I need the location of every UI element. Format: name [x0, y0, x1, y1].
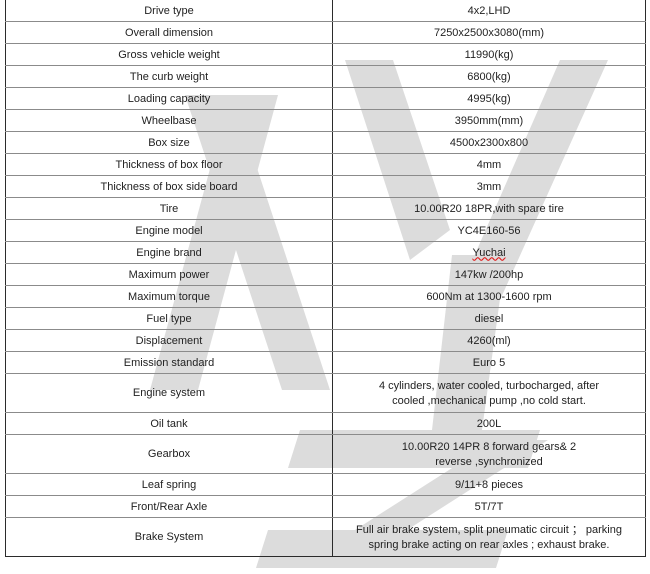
table-row: Wheelbase 3950mm(mm): [5, 109, 646, 132]
spec-value-cell: Full air brake system, split pneumatic c…: [332, 517, 646, 557]
spec-label-cell: Thickness of box side board: [5, 175, 333, 198]
spec-label-cell: Engine brand: [5, 241, 333, 264]
specification-table: Drive type 4x2,LHD Overall dimension 7250x2…: [5, 0, 646, 557]
spec-label-cell: Displacement: [5, 329, 333, 352]
table-row: The curb weight 6800(kg): [5, 65, 646, 88]
spec-value-cell: 4500x2300x800: [332, 131, 646, 154]
spec-value-cell: 4260(ml): [332, 329, 646, 352]
spec-value-cell: 4mm: [332, 153, 646, 176]
spec-label-cell: Loading capacity: [5, 87, 333, 110]
spec-value-cell: Yuchai: [332, 241, 646, 264]
table-row: Front/Rear Axle 5T/7T: [5, 495, 646, 518]
spec-value-text: 10.00R20 18PR,with spare tire: [414, 202, 564, 215]
spec-value-text: Euro 5: [472, 356, 506, 369]
spec-value-text: spring brake acting on rear axles ; exha…: [368, 538, 610, 551]
spec-value-cell: 4995(kg): [332, 87, 646, 110]
table-row: Engine system 4 cylinders, water cooled, …: [5, 373, 646, 413]
spec-value-cell: 3mm: [332, 175, 646, 198]
spec-value-cell: 4x2,LHD: [332, 0, 646, 22]
spec-value-text: 4500x2300x800: [449, 136, 529, 149]
table-row: Tire 10.00R20 18PR,with spare tire: [5, 197, 646, 220]
spec-value-text: 11990(kg): [464, 48, 514, 61]
spec-label-cell: Overall dimension: [5, 21, 333, 44]
table-row: Thickness of box side board 3mm: [5, 175, 646, 198]
spec-value-text: 600Nm at 1300-1600 rpm: [426, 290, 552, 303]
spec-value-text: 7250x2500x3080(mm): [433, 26, 545, 39]
spec-value-text: 4 cylinders, water cooled, turbocharged,…: [378, 379, 600, 392]
spec-value-text: diesel: [474, 312, 504, 325]
spec-value-text: 9/11+8 pieces: [455, 478, 523, 491]
spec-label-cell: Engine system: [5, 373, 333, 413]
spec-label-cell: Fuel type: [5, 307, 333, 330]
table-row: Maximum power 147kw /200hp: [5, 263, 646, 286]
spec-value-text: 10.00R20 14PR 8 forward gears& 2: [401, 440, 577, 453]
table-row: Fuel type diesel: [5, 307, 646, 330]
spec-value-text: 6800(kg): [467, 70, 511, 83]
spec-value-cell: 10.00R20 18PR,with spare tire: [332, 197, 646, 220]
spec-label-cell: Tire: [5, 197, 333, 220]
table-row: Leaf spring 9/11+8 pieces: [5, 473, 646, 496]
spec-value-cell: YC4E160-56: [332, 219, 646, 242]
spec-label-cell: Front/Rear Axle: [5, 495, 333, 518]
spec-value-cell: 10.00R20 14PR 8 forward gears& 2 reverse …: [332, 434, 646, 474]
spec-value-text: 3mm: [476, 180, 502, 193]
spec-label-cell: Thickness of box floor: [5, 153, 333, 176]
spec-label-cell: Gross vehicle weight: [5, 43, 333, 66]
spec-value-cell: 200L: [332, 412, 646, 435]
spec-label-cell: Brake System: [5, 517, 333, 557]
spec-label-cell: Leaf spring: [5, 473, 333, 496]
specification-table-body: Drive type 4x2,LHD Overall dimension 7250x2…: [5, 0, 646, 557]
spec-value-cell: 7250x2500x3080(mm): [332, 21, 646, 44]
spec-value-text: 4mm: [476, 158, 502, 171]
spec-label-cell: Box size: [5, 131, 333, 154]
spec-value-text: Full air brake system, split pneumatic c…: [356, 523, 622, 536]
table-row: Loading capacity 4995(kg): [5, 87, 646, 110]
spec-label-cell: The curb weight: [5, 65, 333, 88]
spec-label-cell: Gearbox: [5, 434, 333, 474]
table-row: Emission standard Euro 5: [5, 351, 646, 374]
table-row: Engine model YC4E160-56: [5, 219, 646, 242]
spec-value-cell: 5T/7T: [332, 495, 646, 518]
spec-label-cell: Maximum power: [5, 263, 333, 286]
spec-value-text: 5T/7T: [474, 500, 504, 513]
table-row: Thickness of box floor 4mm: [5, 153, 646, 176]
spec-value-text: cooled ,mechanical pump ,no cold start.: [392, 394, 586, 407]
spec-label-cell: Engine model: [5, 219, 333, 242]
spec-value-text: 147kw /200hp: [454, 268, 524, 281]
table-row: Maximum torque 600Nm at 1300-1600 rpm: [5, 285, 646, 308]
spec-value-text: 4260(ml): [467, 334, 511, 347]
spec-value-cell: 147kw /200hp: [332, 263, 646, 286]
table-row: Drive type 4x2,LHD: [5, 0, 646, 22]
spec-label-cell: Emission standard: [5, 351, 333, 374]
spec-value-cell: diesel: [332, 307, 646, 330]
spec-label-cell: Oil tank: [5, 412, 333, 435]
spec-value-cell: Euro 5: [332, 351, 646, 374]
spec-value-cell: 11990(kg): [332, 43, 646, 66]
spec-value-text: 4x2,LHD: [467, 4, 511, 17]
table-row: Displacement 4260(ml): [5, 329, 646, 352]
table-row: Brake System Full air brake system, split…: [5, 517, 646, 557]
table-row: Gross vehicle weight 11990(kg): [5, 43, 646, 66]
table-row: Box size 4500x2300x800: [5, 131, 646, 154]
spec-value-text: YC4E160-56: [457, 224, 521, 237]
spec-value-cell: 3950mm(mm): [332, 109, 646, 132]
spec-label-cell: Drive type: [5, 0, 333, 22]
table-row: Oil tank 200L: [5, 412, 646, 435]
spec-value-cell: 4 cylinders, water cooled, turbocharged,…: [332, 373, 646, 413]
misspelled-value-text: Yuchai: [472, 246, 506, 259]
spec-value-text: 3950mm(mm): [454, 114, 524, 127]
spec-value-text: reverse ,synchronized: [435, 455, 543, 468]
table-row: Gearbox 10.00R20 14PR 8 forward gears& 2 r…: [5, 434, 646, 474]
table-row: Engine brand Yuchai: [5, 241, 646, 264]
spec-value-cell: 6800(kg): [332, 65, 646, 88]
table-row: Overall dimension 7250x2500x3080(mm): [5, 21, 646, 44]
spec-value-cell: 9/11+8 pieces: [332, 473, 646, 496]
spec-value-text: 200L: [476, 417, 502, 430]
spec-value-cell: 600Nm at 1300-1600 rpm: [332, 285, 646, 308]
spec-value-text: 4995(kg): [467, 92, 511, 105]
spec-label-cell: Wheelbase: [5, 109, 333, 132]
spec-label-cell: Maximum torque: [5, 285, 333, 308]
